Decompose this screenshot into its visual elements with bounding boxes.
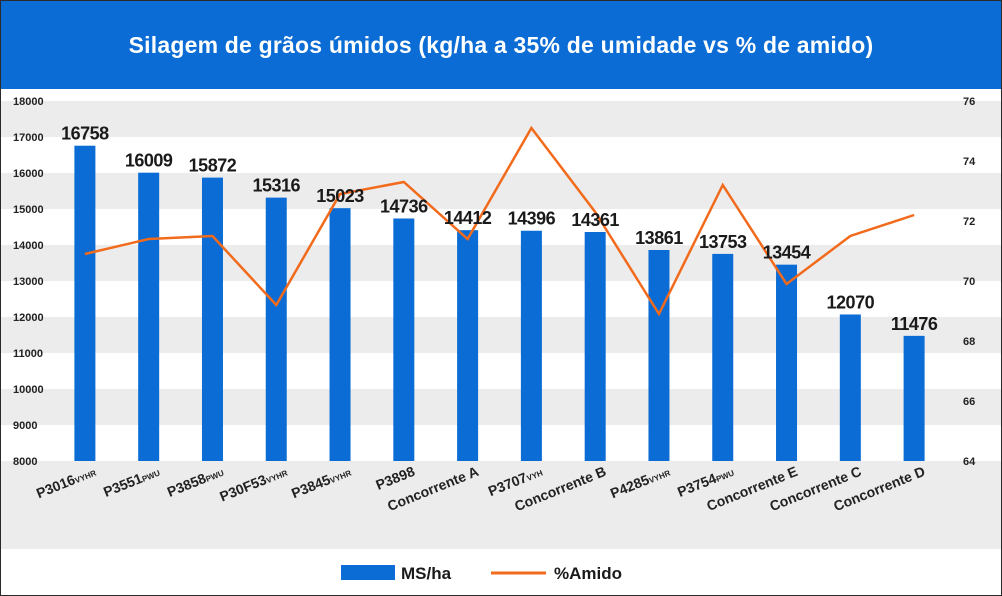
- bar: [393, 218, 415, 461]
- background-band: [1, 461, 1001, 549]
- y-left-tick-label: 8000: [13, 456, 37, 468]
- background-band: [1, 353, 1001, 389]
- y-right-tick-label: 74: [963, 156, 976, 168]
- data-label: 15316: [252, 176, 300, 196]
- data-label: 15872: [189, 156, 237, 176]
- y-left-tick-label: 16000: [13, 168, 44, 180]
- y-axis-right: 64 66 68 70 72 74 76: [963, 96, 976, 468]
- y-left-tick-label: 17000: [13, 132, 44, 144]
- y-left-tick-label: 15000: [13, 204, 44, 216]
- bar: [648, 250, 670, 461]
- bar: [839, 314, 861, 461]
- title-bar: Silagem de grãos úmidos (kg/ha a 35% de …: [1, 1, 1001, 89]
- data-label: 12070: [827, 292, 875, 312]
- y-left-tick-label: 11000: [13, 348, 43, 360]
- chart-title: Silagem de grãos úmidos (kg/ha a 35% de …: [128, 31, 874, 58]
- data-label: 14361: [571, 210, 619, 230]
- y-right-tick-label: 68: [963, 336, 975, 348]
- legend-label-ms: MS/ha: [401, 564, 452, 583]
- data-label: 13753: [699, 232, 747, 252]
- data-label: 14412: [444, 208, 492, 228]
- background-band: [1, 425, 1001, 461]
- background-band: [1, 317, 1001, 353]
- y-left-tick-label: 10000: [13, 384, 44, 396]
- data-label: 16758: [61, 124, 109, 144]
- bar: [74, 145, 96, 461]
- bar: [201, 177, 223, 461]
- background-band: [1, 137, 1001, 173]
- data-label: 13454: [763, 243, 811, 263]
- legend-label-amido: %Amido: [554, 564, 622, 583]
- bar: [329, 208, 351, 461]
- bar: [776, 264, 798, 461]
- amido-line: [84, 125, 915, 317]
- y-right-tick-label: 76: [963, 96, 975, 108]
- data-label: 15023: [316, 186, 364, 206]
- data-label: 16009: [125, 151, 173, 171]
- legend: MS/ha %Amido: [341, 564, 622, 583]
- bar: [903, 335, 925, 461]
- y-left-tick-label: 12000: [13, 312, 44, 324]
- data-label: 11476: [891, 314, 938, 334]
- y-right-tick-label: 72: [963, 216, 975, 228]
- y-left-tick-label: 13000: [13, 276, 44, 288]
- data-label: 14736: [380, 197, 428, 217]
- background-band: [1, 281, 1001, 317]
- bar: [712, 253, 734, 461]
- bar: [265, 197, 287, 461]
- y-left-tick-label: 14000: [13, 240, 44, 252]
- bar: [520, 230, 542, 461]
- bar: [457, 230, 479, 461]
- background-band: [1, 389, 1001, 425]
- data-label: 14396: [508, 209, 556, 229]
- y-left-tick-label: 9000: [13, 420, 37, 432]
- y-right-tick-label: 64: [963, 456, 976, 468]
- legend-swatch-bar: [341, 565, 395, 580]
- y-right-tick-label: 66: [963, 396, 975, 408]
- background-band: [1, 101, 1001, 137]
- y-right-tick-label: 70: [963, 276, 975, 288]
- plot-background: [1, 101, 1001, 549]
- data-labels: 16758 16009 15872 15316 15023 14736 14412 14396…: [61, 124, 938, 334]
- bar: [584, 232, 606, 461]
- background-band: [1, 245, 1001, 281]
- y-axis-left: 8000 9000 10000 11000 12000 13000 14000 15000 16…: [13, 96, 44, 468]
- data-label: 13861: [635, 228, 683, 248]
- y-left-tick-label: 18000: [13, 96, 44, 108]
- bar-series: [74, 145, 925, 461]
- bar: [138, 172, 160, 461]
